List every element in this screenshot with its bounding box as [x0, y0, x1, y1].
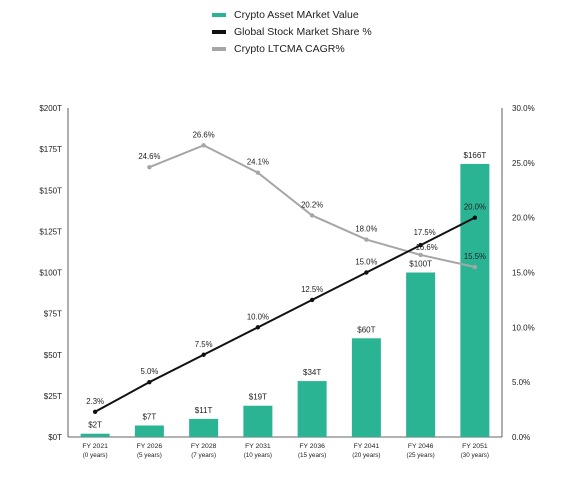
bar — [406, 272, 436, 437]
cagr-point — [147, 165, 152, 170]
bar-value-label: $11T — [195, 406, 213, 415]
bar-value-label: $2T — [88, 421, 102, 430]
bar — [189, 418, 219, 437]
cagr-data-label: 20.2% — [301, 200, 323, 209]
y-right-tick-label: 15.0% — [512, 269, 535, 278]
bar — [243, 405, 273, 437]
cagr-point — [309, 213, 315, 218]
chart-legend: Crypto Asset MArket Value Global Stock M… — [212, 6, 372, 57]
y-left-tick-label: $75T — [44, 310, 62, 319]
x-tick-label: FY 2046 — [408, 443, 434, 450]
stock-share-data-label: 7.5% — [195, 340, 213, 349]
y-left-tick-label: $25T — [44, 392, 62, 401]
bar — [351, 338, 381, 437]
stock-share-data-label: 5.0% — [140, 367, 158, 376]
bar-value-label: $60T — [357, 325, 375, 334]
bar-value-label: $100T — [409, 260, 432, 269]
x-tick-sublabel: (10 years) — [244, 452, 272, 459]
y-right-tick-label: 30.0% — [512, 104, 535, 113]
legend-label-cagr: Crypto LTCMA CAGR% — [234, 42, 345, 55]
y-left-tick-label: $175T — [39, 145, 62, 154]
stock-share-data-label: 12.5% — [301, 285, 323, 294]
x-tick-sublabel: (5 years) — [137, 452, 162, 459]
x-tick-label: FY 2051 — [462, 443, 488, 450]
stock-share-point — [418, 242, 423, 248]
cagr-point — [364, 237, 369, 242]
cagr-data-label: 16.6% — [416, 243, 438, 252]
x-tick-label: FY 2028 — [191, 443, 217, 450]
legend-item-cagr: Crypto LTCMA CAGR% — [212, 40, 372, 57]
cagr-data-label: 24.1% — [247, 158, 269, 167]
legend-item-market-value: Crypto Asset MArket Value — [212, 6, 372, 23]
x-tick-sublabel: (0 years) — [83, 452, 108, 459]
y-left-tick-label: $0T — [48, 433, 62, 442]
x-tick-sublabel: (20 years) — [352, 452, 380, 459]
cagr-point — [201, 143, 206, 148]
stock-share-point — [472, 215, 478, 220]
cagr-data-label: 18.0% — [355, 225, 377, 234]
cagr-data-label: 24.6% — [138, 152, 160, 161]
y-left-tick-label: $200T — [39, 104, 62, 113]
x-tick-label: FY 2026 — [137, 443, 163, 450]
x-tick-label: FY 2036 — [299, 443, 325, 450]
cagr-data-label: 15.5% — [464, 252, 486, 261]
legend-item-stock-share: Global Stock Market Share % — [212, 23, 372, 40]
stock-share-point — [92, 409, 98, 414]
stock-share-data-label: 17.5% — [414, 228, 436, 237]
bar — [80, 433, 110, 437]
x-tick-sublabel: (15 years) — [298, 452, 326, 459]
y-left-tick-label: $125T — [39, 227, 62, 236]
x-tick-sublabel: (7 years) — [191, 452, 216, 459]
stock-share-point — [201, 352, 206, 357]
stock-share-point — [255, 325, 261, 330]
cagr-point — [418, 252, 423, 258]
legend-swatch-cagr — [212, 46, 226, 51]
legend-label-market-value: Crypto Asset MArket Value — [234, 8, 359, 21]
stock-share-point — [364, 270, 369, 275]
stock-share-data-label: 10.0% — [247, 312, 269, 321]
stock-share-data-label: 2.3% — [86, 397, 104, 406]
stock-share-point — [309, 297, 315, 303]
cagr-point — [255, 170, 261, 175]
x-tick-sublabel: (30 years) — [461, 452, 489, 459]
y-right-tick-label: 20.0% — [512, 214, 535, 223]
y-right-tick-label: 25.0% — [512, 159, 535, 168]
bar-value-label: $19T — [249, 393, 267, 402]
stock-share-data-label: 20.0% — [464, 203, 486, 212]
y-right-tick-label: 5.0% — [512, 378, 530, 387]
bar-value-label: $166T — [464, 151, 487, 160]
bar — [297, 381, 327, 437]
y-left-tick-label: $150T — [39, 186, 62, 195]
x-tick-label: FY 2041 — [354, 443, 380, 450]
cagr-point — [472, 264, 478, 270]
cagr-data-label: 26.6% — [193, 130, 215, 139]
stock-share-point — [147, 379, 152, 385]
legend-swatch-market-value — [212, 12, 226, 17]
stock-share-line — [94, 216, 476, 413]
y-left-tick-label: $100T — [39, 269, 62, 278]
legend-swatch-stock-share — [212, 29, 226, 34]
y-right-tick-label: 10.0% — [512, 323, 535, 332]
x-tick-label: FY 2031 — [245, 443, 271, 450]
x-tick-sublabel: (25 years) — [406, 452, 434, 459]
stock-share-data-label: 15.0% — [355, 258, 377, 267]
legend-label-stock-share: Global Stock Market Share % — [234, 25, 372, 38]
x-tick-label: FY 2021 — [82, 443, 108, 450]
y-left-tick-label: $50T — [44, 351, 62, 360]
bar-value-label: $34T — [303, 368, 321, 377]
y-right-tick-label: 0.0% — [512, 433, 530, 442]
bar-value-label: $7T — [142, 412, 156, 421]
bar — [460, 163, 490, 437]
bar — [134, 425, 164, 437]
